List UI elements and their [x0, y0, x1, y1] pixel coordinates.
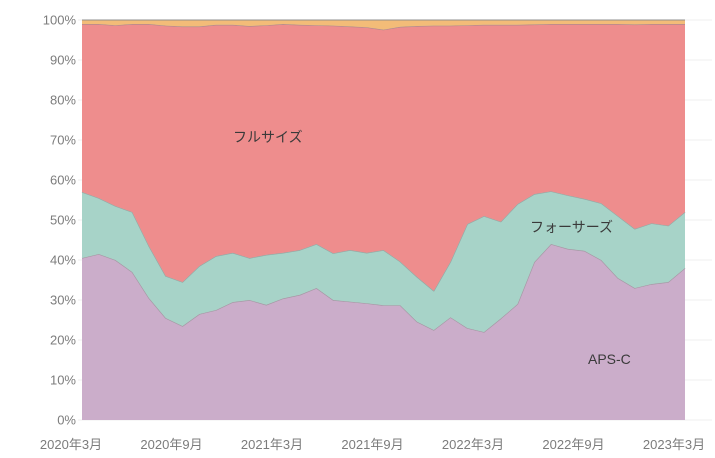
y-axis-tick-label: 20% [50, 333, 76, 348]
x-axis-tick-label: 2023年3月 [643, 437, 705, 452]
series-annotation-full-size: フルサイズ [233, 129, 303, 145]
x-axis-tick-label: 2022年9月 [542, 437, 604, 452]
y-axis-tick-label: 40% [50, 253, 76, 268]
x-axis-tick-label: 2021年9月 [341, 437, 403, 452]
x-axis-tick-label: 2020年3月 [40, 437, 102, 452]
series-annotation-aps-c: APS-C [588, 351, 631, 367]
x-axis-tick-label: 2020年9月 [140, 437, 202, 452]
series-annotation-four-thirds: フォーサーズ [530, 219, 613, 235]
y-axis-tick-label: 30% [50, 293, 76, 308]
x-axis-tick-label: 2022年3月 [442, 437, 504, 452]
area-series-top-unlabeled [82, 20, 685, 30]
y-axis-tick-label: 10% [50, 373, 76, 388]
y-axis-tick-label: 90% [50, 53, 76, 68]
y-axis-tick-label: 50% [50, 213, 76, 228]
y-axis-tick-label: 100% [43, 13, 77, 28]
y-axis-tick-label: 70% [50, 133, 76, 148]
y-axis-tick-label: 0% [57, 413, 76, 428]
x-axis-tick-label: 2021年3月 [241, 437, 303, 452]
area-series-four-thirds [82, 191, 685, 332]
y-axis-tick-label: 80% [50, 93, 76, 108]
y-axis-tick-label: 60% [50, 173, 76, 188]
area-series-full-size [82, 24, 685, 291]
area-series-aps-c [82, 244, 685, 420]
